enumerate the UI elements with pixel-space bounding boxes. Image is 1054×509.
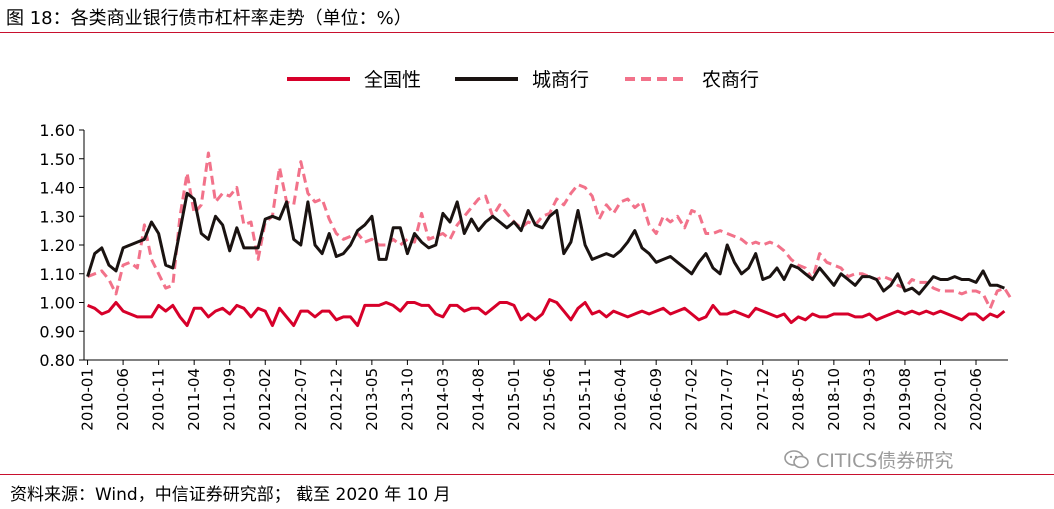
x-tick-label: 2020-06 — [967, 368, 985, 431]
x-tick-label: 2012-07 — [292, 368, 310, 431]
y-tick-label: 1.10 — [39, 265, 75, 284]
x-tick-label: 2018-05 — [789, 368, 807, 431]
x-tick-label: 2017-12 — [754, 368, 772, 431]
x-tick-label: 2014-08 — [469, 368, 487, 431]
x-tick-label: 2011-09 — [221, 368, 239, 431]
watermark-text: CITICS债券研究 — [816, 450, 954, 472]
axes: 0.80 0.90 1.00 1.10 1.20 1.30 1.40 1.50 1.60 2010… — [39, 121, 1008, 431]
y-tick-label: 1.20 — [39, 236, 75, 255]
x-tick-label: 2015-06 — [541, 368, 559, 431]
x-tick-label: 2019-03 — [860, 368, 878, 431]
x-tick-label: 2012-02 — [256, 368, 274, 431]
legend-label-city: 城商行 — [532, 69, 589, 91]
source-note: 资料来源：Wind，中信证券研究部； 截至 2020 年 10 月 — [10, 485, 451, 505]
x-tick-label: 2017-07 — [718, 368, 736, 431]
x-tick-label: 2016-04 — [612, 368, 630, 431]
y-tick-label: 1.50 — [39, 150, 75, 169]
watermark: CITICS债券研究 — [784, 446, 953, 473]
x-tick-label: 2016-09 — [647, 368, 665, 431]
x-tick-label: 2010-06 — [114, 368, 132, 431]
series-rural-line — [87, 151, 1013, 310]
x-tick-label: 2014-03 — [434, 368, 452, 431]
x-tick-label: 2010-11 — [150, 368, 168, 431]
line-chart: 全国性 城商行 农商行 0.80 0.90 1.00 1.10 1.20 1.30 1.40… — [39, 69, 1013, 431]
x-tick-label: 2020-01 — [931, 368, 949, 431]
wechat-icon — [784, 449, 809, 468]
legend-label-rural: 农商行 — [702, 69, 759, 91]
legend-label-national: 全国性 — [364, 69, 421, 91]
x-tick-label: 2010-01 — [79, 368, 97, 431]
x-tick-label: 2013-10 — [398, 368, 416, 431]
x-tick-label: 2015-11 — [576, 368, 594, 431]
legend: 全国性 城商行 农商行 — [287, 69, 759, 91]
x-tick-label: 2012-12 — [327, 368, 345, 431]
figure-title: 图 18：各类商业银行债市杠杆率走势（单位：%） — [6, 8, 412, 29]
x-tick-label: 2019-08 — [896, 368, 914, 431]
x-tick-label: 2015-01 — [505, 368, 523, 431]
y-tick-label: 1.00 — [39, 294, 75, 313]
series-city-line — [86, 191, 1005, 296]
y-tick-label: 0.90 — [39, 322, 75, 341]
bottom-rule — [0, 474, 1054, 475]
x-tick-label: 2017-02 — [683, 368, 701, 431]
y-tick-label: 1.30 — [39, 207, 75, 226]
x-tick-label: 2013-05 — [363, 368, 381, 431]
y-tick-label: 0.80 — [39, 351, 75, 370]
series-national-line — [87, 298, 1006, 327]
top-rule — [0, 32, 1054, 33]
x-tick-label: 2011-04 — [185, 368, 203, 431]
x-tick-label: 2018-10 — [825, 368, 843, 431]
series-layer — [86, 151, 1013, 327]
y-tick-label: 1.40 — [39, 179, 75, 198]
y-tick-label: 1.60 — [39, 121, 75, 140]
